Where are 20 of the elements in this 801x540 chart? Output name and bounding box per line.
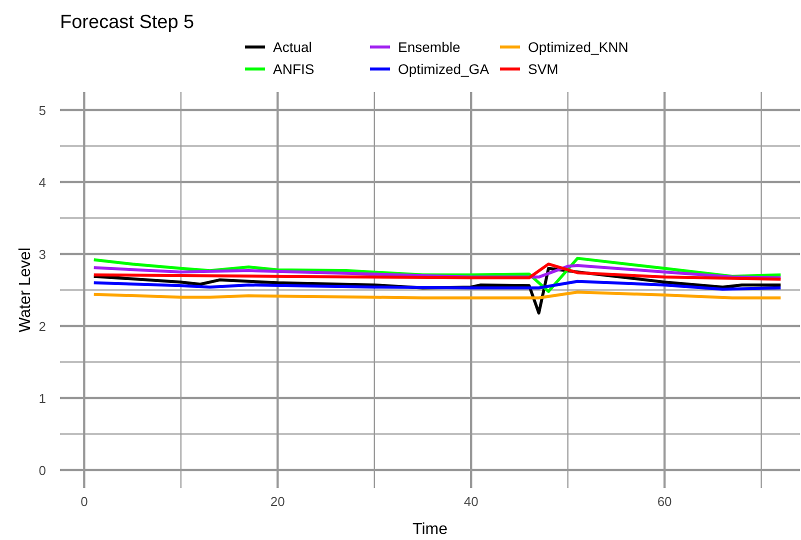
x-tick-label: 20: [270, 494, 285, 509]
x-axis-title: Time: [412, 521, 448, 538]
y-tick-label: 2: [38, 319, 46, 334]
legend-label: SVM: [528, 61, 558, 77]
legend-label: Optimized_GA: [398, 61, 490, 77]
legend-label: Ensemble: [398, 39, 460, 55]
x-tick-label: 40: [464, 494, 478, 509]
y-tick-label: 5: [38, 103, 46, 118]
chart-title: Forecast Step 5: [60, 12, 194, 33]
y-tick-label: 1: [38, 391, 46, 406]
y-axis-title: Water Level: [17, 248, 34, 332]
x-tick-label: 0: [80, 494, 88, 509]
legend-label: Optimized_KNN: [528, 39, 628, 55]
legend-label: Actual: [273, 39, 312, 55]
y-tick-label: 3: [38, 247, 46, 262]
y-tick-label: 0: [38, 463, 46, 478]
y-tick-label: 4: [38, 175, 46, 190]
legend-label: ANFIS: [273, 61, 314, 77]
x-tick-label: 60: [657, 494, 672, 509]
line-series: [92, 280, 782, 291]
